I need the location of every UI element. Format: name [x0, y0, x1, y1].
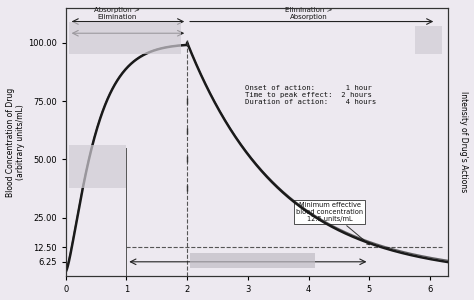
Bar [69, 146, 127, 188]
Y-axis label: Blood Concentration of Drug
(arbitrary units/mL): Blood Concentration of Drug (arbitrary u… [6, 87, 25, 196]
Text: Absorption >
Elimination: Absorption > Elimination [94, 8, 140, 20]
Bar [190, 253, 315, 268]
Text: Elimination >
Absorption: Elimination > Absorption [285, 8, 332, 20]
Text: Onset of action:       1 hour
Time to peak effect:  2 hours
Duration of action: : Onset of action: 1 hour Time to peak eff… [245, 85, 376, 105]
Text: Minimum effective
blood concentration
12.5 units/mL: Minimum effective blood concentration 12… [296, 202, 369, 245]
Bar [415, 26, 442, 54]
Y-axis label: Intensity of Drug's Actions: Intensity of Drug's Actions [459, 91, 468, 193]
Bar [69, 22, 181, 54]
